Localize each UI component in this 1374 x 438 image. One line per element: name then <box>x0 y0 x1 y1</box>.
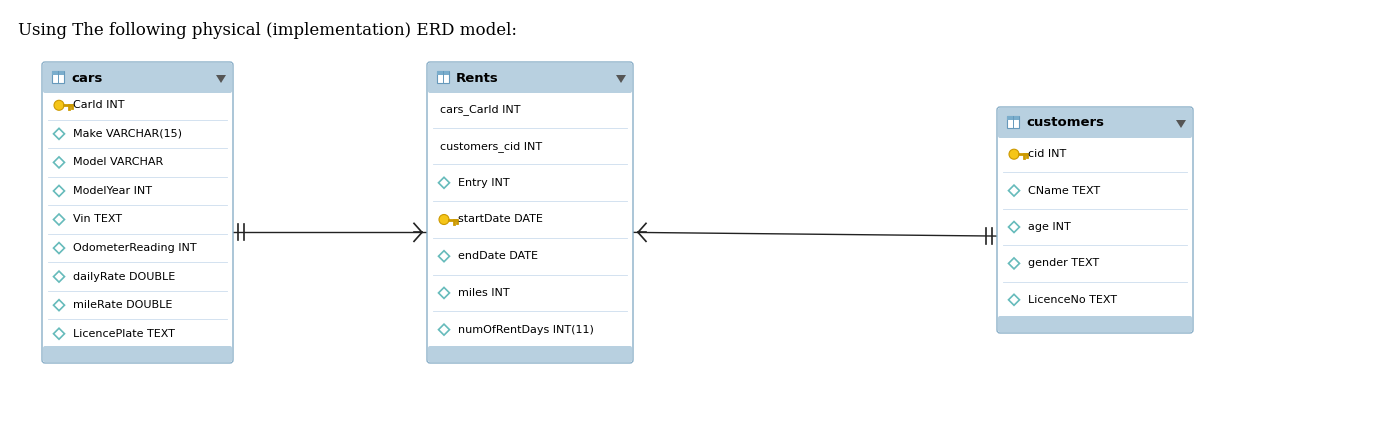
FancyBboxPatch shape <box>998 107 1193 333</box>
Polygon shape <box>54 328 65 339</box>
Polygon shape <box>54 271 65 282</box>
Polygon shape <box>1009 294 1020 305</box>
FancyBboxPatch shape <box>998 316 1193 332</box>
Text: mileRate DOUBLE: mileRate DOUBLE <box>73 300 172 310</box>
Text: gender TEXT: gender TEXT <box>1028 258 1099 268</box>
Text: customers: customers <box>1026 117 1103 130</box>
Text: miles INT: miles INT <box>458 288 510 298</box>
Circle shape <box>54 100 65 110</box>
FancyBboxPatch shape <box>427 346 632 362</box>
Bar <box>437 71 449 75</box>
FancyBboxPatch shape <box>427 62 633 363</box>
Polygon shape <box>438 251 449 262</box>
Polygon shape <box>54 214 65 225</box>
Text: cid INT: cid INT <box>1028 149 1066 159</box>
Text: numOfRentDays INT(11): numOfRentDays INT(11) <box>458 325 594 335</box>
Text: cars: cars <box>71 71 103 85</box>
Polygon shape <box>216 75 225 83</box>
Bar <box>48 86 227 92</box>
Text: CarId INT: CarId INT <box>73 100 125 110</box>
Text: Make VARCHAR(15): Make VARCHAR(15) <box>73 129 181 139</box>
Circle shape <box>440 215 449 225</box>
Bar <box>52 71 65 75</box>
Text: LicenceNo TEXT: LicenceNo TEXT <box>1028 295 1117 305</box>
Bar <box>437 71 449 83</box>
Text: age INT: age INT <box>1028 222 1070 232</box>
Polygon shape <box>438 177 449 188</box>
FancyBboxPatch shape <box>43 63 232 93</box>
Bar <box>1007 116 1020 128</box>
Text: OdometerReading INT: OdometerReading INT <box>73 243 196 253</box>
FancyBboxPatch shape <box>43 346 232 362</box>
Polygon shape <box>616 75 627 83</box>
Bar <box>1003 131 1187 137</box>
Text: Entry INT: Entry INT <box>458 178 510 188</box>
Text: LicencePlate TEXT: LicencePlate TEXT <box>73 329 174 339</box>
FancyBboxPatch shape <box>998 108 1193 138</box>
Polygon shape <box>438 287 449 298</box>
Text: startDate DATE: startDate DATE <box>458 215 543 225</box>
Polygon shape <box>54 300 65 311</box>
Text: Using The following physical (implementation) ERD model:: Using The following physical (implementa… <box>18 22 517 39</box>
Circle shape <box>1009 149 1020 159</box>
Bar <box>1003 318 1187 323</box>
Polygon shape <box>438 324 449 335</box>
Polygon shape <box>1009 258 1020 269</box>
FancyBboxPatch shape <box>427 63 632 93</box>
Bar <box>433 348 627 353</box>
Text: ModelYear INT: ModelYear INT <box>73 186 153 196</box>
Polygon shape <box>54 157 65 168</box>
Bar <box>433 86 627 92</box>
Bar <box>52 71 65 83</box>
Bar <box>48 348 227 353</box>
Text: cars_CarId INT: cars_CarId INT <box>440 104 521 115</box>
Text: customers_cid INT: customers_cid INT <box>440 141 543 152</box>
Polygon shape <box>54 185 65 197</box>
Polygon shape <box>1009 222 1020 233</box>
Bar <box>1007 116 1020 120</box>
Polygon shape <box>54 243 65 254</box>
Polygon shape <box>54 128 65 139</box>
FancyBboxPatch shape <box>43 62 234 363</box>
Text: Model VARCHAR: Model VARCHAR <box>73 157 164 167</box>
Text: endDate DATE: endDate DATE <box>458 251 539 261</box>
Text: Vin TEXT: Vin TEXT <box>73 215 122 225</box>
Text: Rents: Rents <box>456 71 499 85</box>
Text: dailyRate DOUBLE: dailyRate DOUBLE <box>73 272 176 282</box>
Text: CName TEXT: CName TEXT <box>1028 186 1101 196</box>
Polygon shape <box>1009 185 1020 196</box>
Polygon shape <box>1176 120 1186 128</box>
